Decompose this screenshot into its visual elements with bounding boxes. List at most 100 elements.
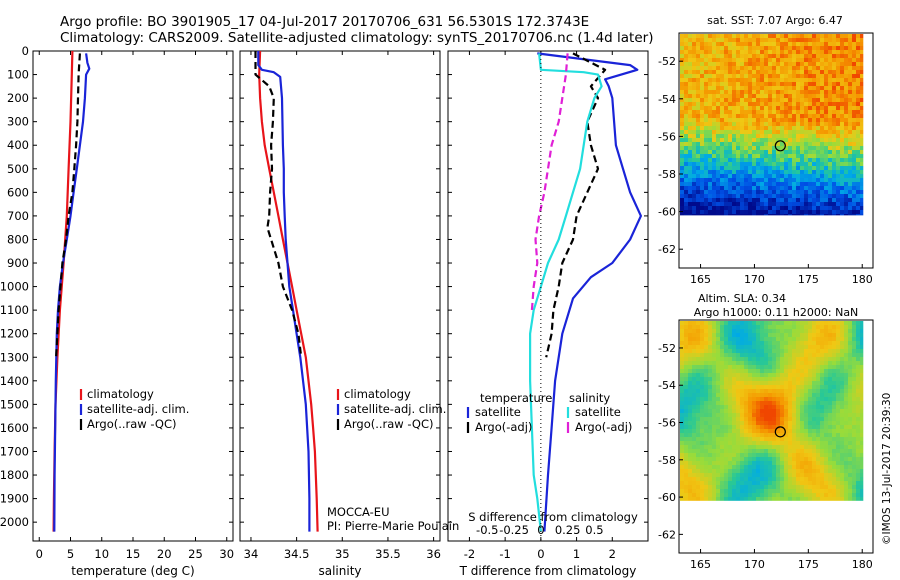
- sla-map-cells: [680, 321, 864, 501]
- sla-map-ytick-label: -60: [658, 491, 676, 504]
- difference-series-t-satellite: [537, 52, 643, 532]
- depth-tick-label: 400: [7, 138, 29, 152]
- sst-map-ytick-label: -58: [658, 168, 676, 181]
- pi-label: PI: Pierre-Marie Poulain: [327, 519, 459, 533]
- salinity-diff-tick-label: 0: [537, 523, 544, 537]
- temperature-xtick-label: 5: [67, 547, 74, 561]
- difference-series-s-argo-adj-: [530, 53, 569, 311]
- depth-tick-label: 1000: [0, 280, 29, 294]
- depth-tick-label: 1600: [0, 421, 29, 435]
- sla-map-xtick-label: 170: [744, 558, 765, 571]
- depth-tick-label: 800: [7, 232, 29, 246]
- temperature-series-argo-raw-qc-: [55, 53, 81, 358]
- salinity-series-argo-raw-qc-: [254, 51, 303, 358]
- header-line-2: Climatology: CARS2009. Satellite-adjuste…: [60, 30, 653, 46]
- depth-tick-label: 1900: [0, 492, 29, 506]
- depth-tick-label: 0: [22, 44, 29, 58]
- difference-xtick-label: 0: [537, 547, 544, 561]
- difference-series-t-argo-adj-: [545, 52, 607, 358]
- salinity-diff-tick-label: -0.25: [499, 523, 529, 537]
- temperature-series-satellite-adj-clim-: [53, 53, 91, 532]
- temperature-xtick-label: 20: [157, 547, 172, 561]
- sst-map-ytick-label: -62: [658, 243, 676, 256]
- sla-map-ytick-label: -56: [658, 417, 676, 430]
- diff-legend-label: Argo(-adj): [475, 420, 532, 434]
- sla-map-xtick-label: 175: [798, 558, 819, 571]
- diff-legend-temperature-title: temperature: [480, 391, 552, 405]
- sst-map-xtick-label: 180: [852, 273, 873, 286]
- header-line-1: Argo profile: BO 3901905_17 04-Jul-2017 …: [60, 14, 589, 30]
- sla-map-ytick-label: -52: [658, 342, 676, 355]
- temperature-legend-label: Argo(..raw -QC): [87, 417, 177, 431]
- depth-tick-label: 1400: [0, 374, 29, 388]
- sla-map-ytick-label: -54: [658, 379, 676, 392]
- depth-tick-label: 700: [7, 209, 29, 223]
- sst-map-ytick-label: -52: [658, 55, 676, 68]
- depth-tick-label: 1500: [0, 397, 29, 411]
- temperature-xtick-label: 25: [188, 547, 203, 561]
- temperature-legend-label: climatology: [87, 387, 154, 401]
- sst-map-xtick-label: 175: [798, 273, 819, 286]
- depth-tick-label: 600: [7, 185, 29, 199]
- depth-tick-label: 2000: [0, 515, 29, 529]
- temperature-xlabel: temperature (deg C): [71, 564, 194, 578]
- temperature-xtick-label: 10: [94, 547, 109, 561]
- sst-map-argo-marker: [774, 140, 786, 152]
- sst-map-frame-outline: [678, 32, 874, 269]
- temperature-legend-label: satellite-adj. clim.: [87, 402, 189, 416]
- salinity-frame: [239, 50, 441, 542]
- salinity-diff-tick-label: 0.25: [555, 523, 581, 537]
- depth-tick-label: 900: [7, 256, 29, 270]
- sst-map-xtick-label: 165: [690, 273, 711, 286]
- salinity-series-satellite-adj-clim-: [257, 51, 311, 532]
- sst-map-title: sat. SST: 7.07 Argo: 6.47: [707, 14, 843, 27]
- depth-tick-label: 300: [7, 115, 29, 129]
- difference-xlabel: T difference from climatology: [459, 564, 637, 578]
- diff-legend-label: Argo(-adj): [575, 420, 632, 434]
- sst-map-xtick-label: 170: [744, 273, 765, 286]
- depth-tick-label: 100: [7, 68, 29, 82]
- depth-tick-label: 1800: [0, 468, 29, 482]
- temperature-xtick-label: 0: [36, 547, 43, 561]
- salinity-legend-label: climatology: [344, 387, 411, 401]
- temperature-xtick-label: 15: [126, 547, 141, 561]
- temperature-series-climatology: [52, 50, 74, 532]
- sla-map-argo-marker: [774, 426, 786, 438]
- difference-frame: [447, 50, 649, 542]
- depth-tick-label: 200: [7, 91, 29, 105]
- depth-tick-label: 500: [7, 162, 29, 176]
- difference-xtick-label: 2: [609, 547, 616, 561]
- salinity-legend-label: satellite-adj. clim.: [344, 402, 446, 416]
- salinity-xtick-label: 36: [426, 547, 441, 561]
- sla-map-xtick-label: 165: [690, 558, 711, 571]
- salinity-xtick-label: 34: [244, 547, 259, 561]
- sla-map-xtick-label: 180: [852, 558, 873, 571]
- salinity-xtick-label: 34.5: [284, 547, 310, 561]
- diff-legend-label: satellite: [475, 405, 521, 419]
- salinity-xtick-label: 35: [335, 547, 350, 561]
- sla-map-title: Altim. SLA: 0.34: [698, 292, 786, 305]
- depth-tick-label: 1300: [0, 350, 29, 364]
- imos-stamp: ©IMOS 13-Jul-2017 20:39:30: [881, 393, 893, 545]
- sst-map-ytick-label: -56: [658, 130, 676, 143]
- difference-xtick-label: -2: [464, 547, 475, 561]
- diff-legend-salinity-title: salinity: [569, 391, 610, 405]
- salinity-series-climatology: [258, 50, 319, 532]
- difference-series-s-satellite: [528, 53, 603, 532]
- depth-tick-label: 1200: [0, 327, 29, 341]
- diff-legend-label: satellite: [575, 405, 621, 419]
- temperature-frame: [32, 50, 234, 542]
- sst-map-ytick-label: -54: [658, 93, 676, 106]
- difference-xtick-label: -1: [499, 547, 510, 561]
- mocca-label: MOCCA-EU: [327, 505, 389, 519]
- salinity-diff-axis-label: S difference from climatology: [468, 510, 638, 524]
- sla-map-ytick-label: -62: [658, 528, 676, 541]
- salinity-xlabel: salinity: [318, 564, 361, 578]
- temperature-xtick-label: 30: [219, 547, 234, 561]
- difference-xtick-label: 1: [573, 547, 580, 561]
- argo-h-label: Argo h1000: 0.11 h2000: NaN: [694, 306, 859, 319]
- salinity-legend-label: Argo(..raw -QC): [344, 417, 434, 431]
- salinity-diff-tick-label: -0.5: [476, 523, 498, 537]
- sla-map-frame-outline: [678, 319, 874, 554]
